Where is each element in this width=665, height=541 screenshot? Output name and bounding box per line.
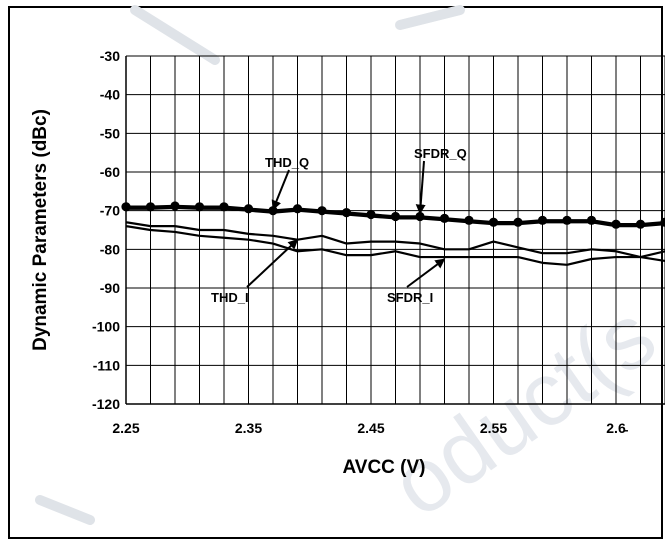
y-tick-label: -50: [100, 125, 120, 141]
y-tick-label: -110: [93, 357, 120, 373]
watermark-stroke: [35, 495, 95, 525]
x-axis-label: AVCC (V): [342, 457, 425, 478]
y-axis-ticks: -30 -40 -50 -60 -70 -80 -90 -100 -110 -120: [92, 48, 120, 412]
x-axis-ticks: 2.25 2.35 2.45 2.55 2.6̵: [112, 420, 628, 436]
series-marker-sfdr-q: [194, 202, 205, 212]
series-marker-sfdr-q: [170, 201, 180, 211]
series-marker-sfdr-q: [611, 219, 621, 229]
watermark-stroke: [395, 5, 465, 30]
x-tick-label: 2.35: [235, 420, 262, 436]
series-line-thd-q: [126, 206, 665, 228]
y-axis-label: Dynamic Parameters (dBc): [30, 109, 51, 351]
y-tick-label: -30: [100, 48, 120, 64]
series-marker-sfdr-q: [390, 211, 401, 222]
watermark-stroke: [130, 5, 220, 65]
y-tick-label: -70: [100, 203, 120, 219]
series-group: [121, 201, 665, 266]
y-tick-label: -80: [100, 241, 120, 257]
annotation-label-sfdr-i: SFDR_I: [387, 290, 433, 305]
y-tick-label: -60: [100, 164, 120, 180]
series-marker-sfdr-q: [145, 202, 156, 212]
x-tick-label: 2.25: [112, 420, 139, 436]
annotations: THD_Q SFDR_Q THD_I SFDR_I: [211, 146, 467, 305]
y-tick-label: -90: [100, 280, 120, 296]
series-marker-sfdr-q: [121, 202, 131, 212]
annotation-arrow-sfdr-q: [415, 160, 426, 215]
annotation-label-thd-q: THD_Q: [265, 155, 309, 170]
annotation-arrow-thd-i: [246, 239, 299, 288]
y-tick-label: -100: [92, 319, 120, 335]
series-line-sfdr-i: [125, 225, 665, 266]
y-tick-label: -40: [100, 87, 120, 103]
series-line-thd-i: [125, 221, 665, 259]
series-marker-sfdr-q: [562, 215, 572, 225]
y-tick-label: -120: [92, 396, 120, 412]
series-marker-sfdr-q: [513, 217, 523, 227]
series-marker-sfdr-q: [488, 217, 499, 227]
series-marker-sfdr-q: [635, 219, 646, 229]
annotation-label-sfdr-q: SFDR_Q: [414, 146, 467, 161]
x-tick-label: 2.45: [357, 420, 384, 436]
annotation-arrow-sfdr-i: [406, 258, 446, 288]
annotation-arrow-thd-q: [271, 169, 290, 211]
x-tick-label: 2.55: [480, 420, 507, 436]
x-tick-label: 2.6̵: [606, 420, 628, 436]
annotation-label-thd-i: THD_I: [211, 290, 249, 305]
